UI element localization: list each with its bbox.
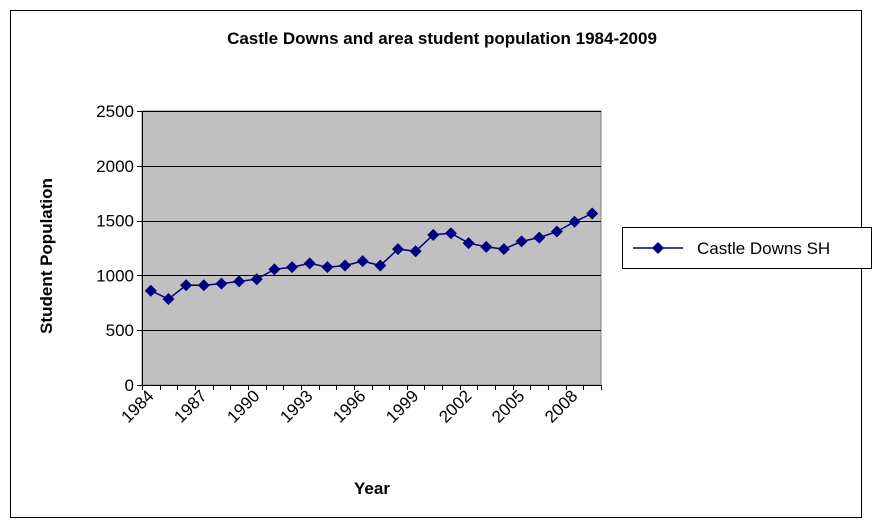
data-point-marker: [550, 225, 563, 238]
data-point-marker: [515, 235, 528, 248]
data-point-marker: [374, 259, 387, 272]
y-axis-title: Student Population: [37, 178, 56, 334]
data-point-marker: [480, 240, 493, 253]
legend-label: Castle Downs SH: [697, 239, 830, 258]
data-point-marker: [462, 237, 475, 250]
data-point-marker: [268, 263, 281, 276]
data-point-marker: [250, 273, 263, 286]
plot-area: [141, 110, 602, 386]
y-tick-label: 1500: [96, 212, 134, 231]
gridlines: [142, 111, 601, 331]
data-point-marker: [162, 292, 175, 305]
y-axis-ticks: 0 500 1000 1500 2000 2500: [96, 102, 142, 395]
data-point-marker: [444, 227, 457, 240]
data-point-marker: [197, 279, 210, 292]
data-point-marker: [533, 231, 546, 244]
data-point-marker: [409, 245, 422, 258]
data-point-marker: [568, 215, 581, 228]
series-markers: [144, 207, 599, 305]
data-point-marker: [233, 275, 246, 288]
data-point-marker: [427, 228, 440, 241]
data-point-marker: [497, 243, 510, 256]
data-point-marker: [180, 279, 193, 292]
legend-diamond-marker: [652, 242, 664, 254]
data-point-marker: [339, 259, 352, 272]
data-point-marker: [356, 255, 369, 268]
y-tick-label: 1000: [96, 266, 134, 285]
data-point-marker: [286, 261, 299, 274]
y-tick-label: 2500: [96, 102, 134, 121]
data-point-marker: [215, 277, 228, 290]
data-point-marker: [586, 207, 599, 220]
data-point-marker: [321, 261, 334, 274]
data-point-marker: [391, 243, 404, 256]
y-tick-label: 0: [125, 376, 134, 395]
y-tick-label: 2000: [96, 157, 134, 176]
chart-title: Castle Downs and area student population…: [227, 29, 657, 48]
data-point-marker: [303, 257, 316, 270]
legend: Castle Downs SH: [622, 227, 872, 269]
x-axis-title: Year: [354, 479, 390, 498]
y-tick-label: 500: [106, 321, 134, 340]
data-point-marker: [144, 284, 157, 297]
